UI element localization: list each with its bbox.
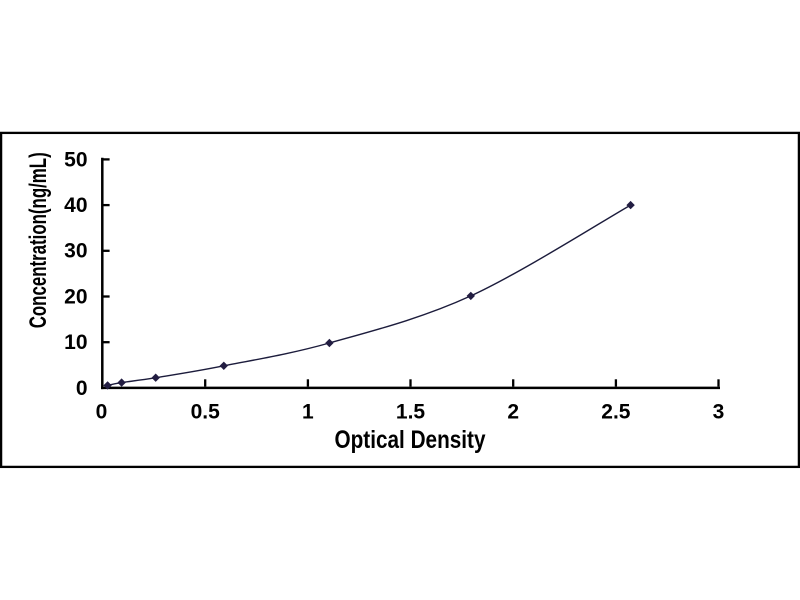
svg-text:1: 1 (302, 401, 314, 424)
svg-text:Optical Density: Optical Density (335, 426, 486, 454)
svg-text:20: 20 (64, 285, 87, 308)
svg-text:3: 3 (713, 401, 725, 424)
svg-text:2.5: 2.5 (601, 401, 631, 424)
svg-text:0: 0 (76, 377, 88, 400)
svg-text:30: 30 (64, 240, 87, 263)
svg-text:0: 0 (96, 401, 108, 424)
svg-text:40: 40 (64, 194, 87, 217)
svg-text:50: 50 (64, 148, 87, 171)
svg-text:2: 2 (507, 401, 519, 424)
svg-text:1.5: 1.5 (396, 401, 426, 424)
svg-text:0.5: 0.5 (191, 401, 221, 424)
svg-text:10: 10 (64, 331, 87, 354)
svg-text:Concentration(ng/mL): Concentration(ng/mL) (25, 152, 52, 328)
